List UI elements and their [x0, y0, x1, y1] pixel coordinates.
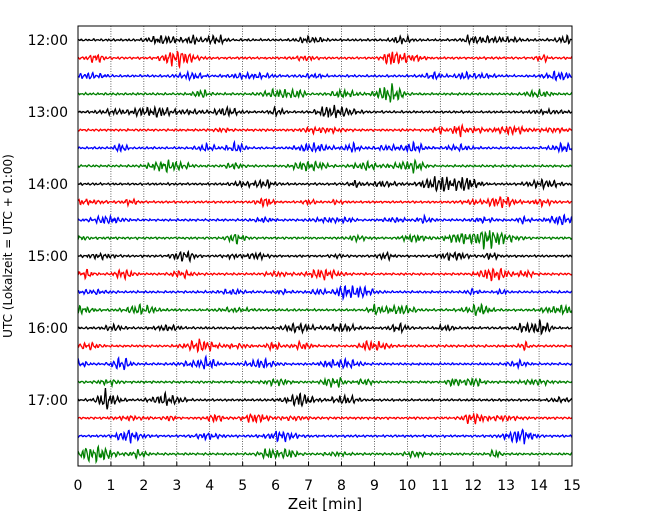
- grid-lines: [110, 26, 540, 466]
- x-tick-label: 7: [304, 478, 313, 494]
- seismic-trace: [77, 411, 573, 425]
- seismic-trace: [77, 428, 573, 445]
- y-tick-label: 16:00: [28, 321, 68, 337]
- y-tick-label: 17:00: [28, 393, 68, 409]
- x-axis-ticks: 0 1 2 3 4 5 6 7 8 9 10 11 12 13 14 15: [74, 462, 581, 494]
- x-tick-label: 14: [530, 478, 548, 494]
- seismic-trace: [77, 302, 573, 317]
- seismic-trace: [77, 376, 573, 389]
- x-tick-label: 0: [74, 478, 83, 494]
- x-tick-label: 10: [398, 478, 416, 494]
- seismic-trace: [77, 354, 573, 371]
- x-tick-label: 9: [370, 478, 379, 494]
- x-tick-label: 2: [139, 478, 148, 494]
- y-tick-label: 13:00: [28, 105, 68, 121]
- seismic-trace: [77, 158, 573, 174]
- seismic-trace: [77, 319, 573, 336]
- y-tick-label: 12:00: [28, 33, 68, 49]
- plot-frame: [77, 25, 573, 467]
- x-tick-label: 6: [271, 478, 280, 494]
- seismic-trace: [77, 122, 573, 138]
- seismic-traces: [77, 33, 573, 465]
- seismic-trace: [77, 196, 573, 209]
- x-tick-label: 3: [172, 478, 181, 494]
- y-axis-ticks: 12:00 13:00 14:00 15:00 16:00 17:00: [28, 33, 82, 409]
- y-axis-label: UTC (Lokalzeit = UTC + 01:00): [1, 154, 15, 338]
- seismic-trace: [77, 213, 573, 226]
- seismic-trace: [77, 387, 573, 410]
- x-tick-label: 8: [337, 478, 346, 494]
- y-tick-label: 14:00: [28, 177, 68, 193]
- x-tick-label: 1: [106, 478, 115, 494]
- x-axis-label: Zeit [min]: [288, 495, 362, 513]
- seismic-trace: [77, 444, 573, 465]
- x-tick-label: 11: [431, 478, 449, 494]
- seismic-trace: [77, 249, 573, 264]
- x-tick-label: 13: [497, 478, 515, 494]
- seismic-trace: [77, 267, 573, 282]
- x-tick-label: 4: [205, 478, 214, 494]
- seismic-trace: [77, 104, 573, 119]
- seismic-trace: [77, 230, 573, 250]
- x-tick-label: 12: [464, 478, 482, 494]
- seismic-trace: [77, 139, 573, 154]
- x-tick-label: 5: [238, 478, 247, 494]
- seismic-trace: [77, 338, 573, 354]
- seismic-trace: [77, 176, 573, 193]
- seismic-trace: [77, 284, 573, 302]
- seismic-trace: [77, 69, 573, 82]
- seismic-trace: [77, 83, 573, 103]
- seismic-trace: [77, 50, 573, 70]
- y-tick-label: 15:00: [28, 249, 68, 265]
- seismic-trace: [77, 33, 573, 46]
- x-tick-label: 15: [563, 478, 581, 494]
